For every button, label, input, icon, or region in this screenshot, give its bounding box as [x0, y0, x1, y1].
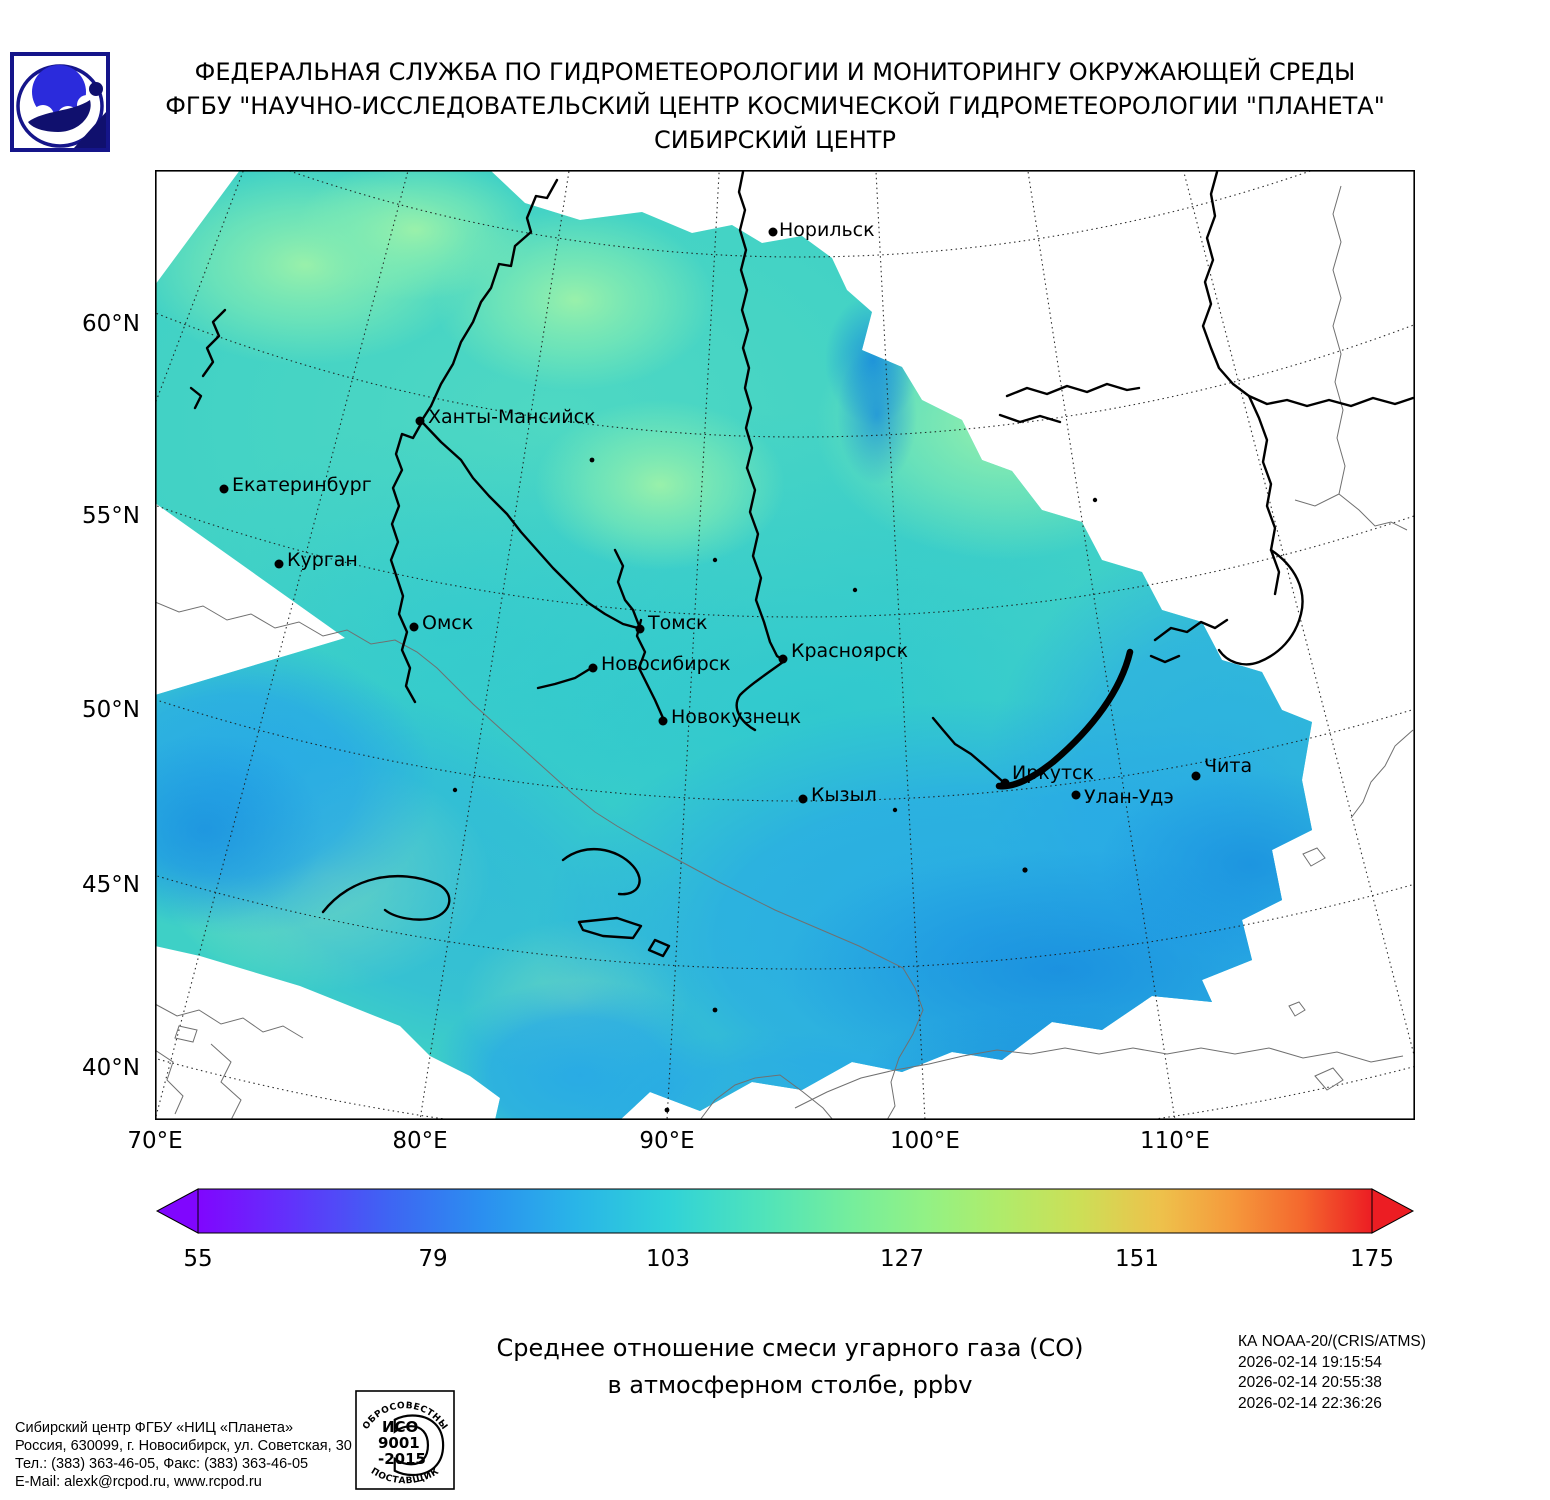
stamp-c-letter: C — [390, 1403, 447, 1490]
lon-tick-110e: 110°E — [1140, 1128, 1210, 1154]
title-line-2: ФГБУ "НАУЧНО-ИССЛЕДОВАТЕЛЬСКИЙ ЦЕНТР КОС… — [165, 92, 1385, 120]
caption-line-1: Среднее отношение смеси угарного газа (C… — [496, 1334, 1084, 1362]
iso-9001-stamp: C ДОБРОСОВЕСТНЫЙ ПОСТАВЩИК ИСО 9001 -201… — [355, 1390, 455, 1490]
lon-tick-80e: 80°E — [392, 1128, 448, 1154]
city-label: Улан-Удэ — [1084, 786, 1174, 808]
stamp-year-text: -2015 — [378, 1450, 426, 1468]
lat-tick-45n: 45°N — [82, 872, 140, 898]
lake-baikal — [995, 648, 1134, 790]
timestamp: 2026-02-14 19:15:54 — [1238, 1353, 1382, 1371]
contact-line: Тел.: (383) 363-46-05, Факс: (383) 363-4… — [15, 1456, 309, 1472]
city-label: Екатеринбург — [232, 474, 372, 496]
stamp-9001-text: 9001 — [378, 1434, 420, 1452]
timestamp: 2026-02-14 22:36:26 — [1238, 1394, 1382, 1412]
lon-tick-90e: 90°E — [639, 1128, 695, 1154]
colorbar-left-arrow — [155, 1188, 199, 1234]
city-label: Норильск — [779, 219, 875, 241]
cb-tick-103: 103 — [646, 1246, 690, 1272]
lat-tick-60n: 60°N — [82, 311, 140, 337]
cb-tick-55: 55 — [183, 1246, 213, 1272]
contact-line: E-Mail: alexk@rcpod.ru, www.rcpod.ru — [15, 1474, 262, 1490]
satellite-name: КА NOAA-20/(CRIS/ATMS) — [1238, 1333, 1426, 1350]
city-label: Омск — [422, 612, 473, 634]
colorbar — [155, 1188, 1415, 1234]
stamp-iso-text: ИСО — [382, 1418, 418, 1436]
satellite-swath-field — [155, 170, 1312, 1120]
page-title: ФЕДЕРАЛЬНАЯ СЛУЖБА ПО ГИДРОМЕТЕОРОЛОГИИ … — [0, 55, 1550, 157]
lat-tick-40n: 40°N — [82, 1055, 140, 1081]
lat-tick-50n: 50°N — [82, 697, 140, 723]
colorbar-right-arrow — [1371, 1188, 1415, 1234]
title-line-3: СИБИРСКИЙ ЦЕНТР — [654, 126, 896, 154]
city-label: Красноярск — [791, 640, 908, 662]
cb-tick-127: 127 — [880, 1246, 924, 1272]
planeta-logo — [10, 52, 110, 152]
city-label: Новокузнецк — [671, 706, 801, 728]
city-label: Чита — [1204, 755, 1252, 777]
lat-tick-55n: 55°N — [82, 503, 140, 529]
graticule — [155, 170, 1415, 1120]
city-label: Томск — [647, 612, 708, 634]
title-line-1: ФЕДЕРАЛЬНАЯ СЛУЖБА ПО ГИДРОМЕТЕОРОЛОГИИ … — [194, 58, 1356, 86]
cb-tick-175: 175 — [1350, 1246, 1394, 1272]
small-lakes — [452, 457, 1098, 1113]
city-markers: Норильск Ханты-Мансийск Екатеринбург Кур… — [219, 219, 1252, 808]
caption-line-2: в атмосферном столбе, ppbv — [607, 1371, 973, 1399]
city-label: Иркутск — [1012, 762, 1094, 784]
map-caption: Среднее отношение смеси угарного газа (C… — [30, 1330, 1550, 1404]
lon-tick-70e: 70°E — [127, 1128, 183, 1154]
colorbar-gradient — [197, 1188, 1373, 1234]
timestamp: 2026-02-14 20:55:38 — [1238, 1374, 1382, 1391]
map-frame — [155, 170, 1415, 1120]
city-label: Кызыл — [811, 784, 877, 806]
cb-tick-79: 79 — [418, 1246, 448, 1272]
city-label: Курган — [287, 549, 358, 571]
contact-line: Россия, 630099, г. Новосибирск, ул. Сове… — [15, 1438, 352, 1454]
contact-line: Сибирский центр ФГБУ «НИЦ «Планета» — [15, 1420, 294, 1436]
city-label: Ханты-Мансийск — [428, 406, 596, 428]
cb-tick-151: 151 — [1115, 1246, 1159, 1272]
contact-block: Сибирский центр ФГБУ «НИЦ «Планета» Росс… — [15, 1419, 352, 1491]
country-borders — [155, 185, 1414, 1120]
lon-tick-100e: 100°E — [890, 1128, 960, 1154]
data-source-block: КА NOAA-20/(CRIS/ATMS) 2026-02-14 19:15:… — [1238, 1332, 1426, 1414]
city-label: Новосибирск — [601, 653, 731, 675]
co-concentration-map: Норильск Ханты-Мансийск Екатеринбург Кур… — [155, 170, 1415, 1120]
rivers-and-lakes — [189, 170, 1415, 958]
